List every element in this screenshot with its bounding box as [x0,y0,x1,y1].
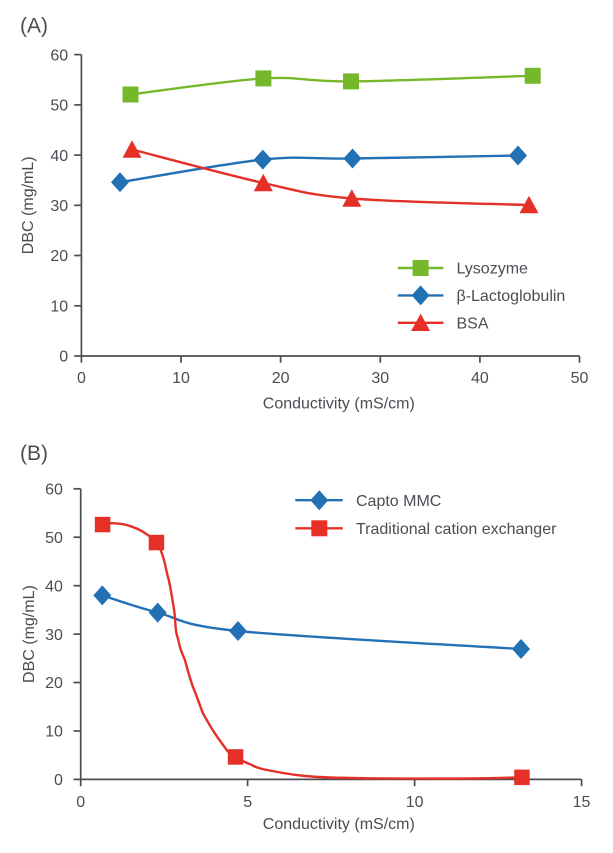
svg-text:40: 40 [471,370,489,387]
svg-text:Conductivity (mS/cm): Conductivity (mS/cm) [263,395,415,412]
svg-text:DBC (mg/mL): DBC (mg/mL) [21,585,38,683]
svg-text:DBC (mg/mL): DBC (mg/mL) [20,156,37,254]
svg-text:50: 50 [45,530,63,547]
svg-text:5: 5 [243,794,252,811]
svg-text:(A): (A) [20,14,48,37]
svg-text:β-Lactoglobulin: β-Lactoglobulin [457,288,566,305]
svg-text:0: 0 [54,772,63,789]
svg-text:30: 30 [50,198,68,215]
svg-text:0: 0 [76,794,85,811]
svg-text:Conductivity (mS/cm): Conductivity (mS/cm) [263,816,415,833]
svg-text:15: 15 [573,794,591,811]
svg-text:0: 0 [77,370,86,387]
svg-text:30: 30 [45,627,63,644]
svg-text:50: 50 [571,370,589,387]
svg-text:0: 0 [59,349,68,366]
svg-text:Traditional cation exchanger: Traditional cation exchanger [356,521,557,538]
svg-text:BSA: BSA [457,316,489,333]
svg-text:10: 10 [406,794,424,811]
svg-text:Capto MMC: Capto MMC [356,493,441,510]
svg-text:60: 60 [50,47,68,64]
svg-text:20: 20 [272,370,290,387]
svg-text:10: 10 [172,370,190,387]
svg-text:20: 20 [45,675,63,692]
svg-text:60: 60 [45,482,63,499]
svg-text:40: 40 [50,148,68,165]
svg-text:Lysozyme: Lysozyme [457,261,529,278]
svg-text:20: 20 [50,248,68,265]
svg-text:10: 10 [50,298,68,315]
svg-text:10: 10 [45,724,63,741]
svg-text:50: 50 [50,98,68,115]
svg-text:40: 40 [45,578,63,595]
svg-text:30: 30 [371,370,389,387]
svg-text:(B): (B) [20,442,48,465]
